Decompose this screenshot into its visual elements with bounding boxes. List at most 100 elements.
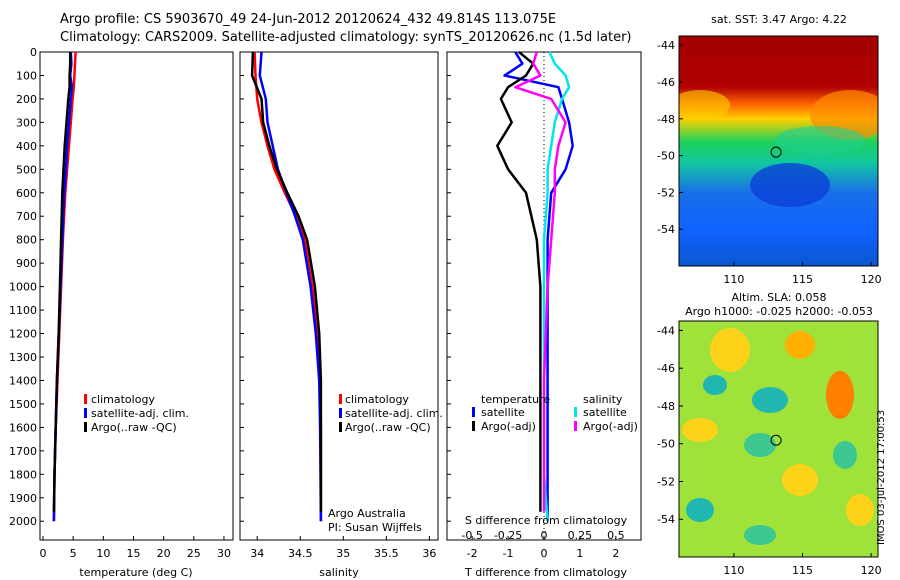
salinity-xtick-label: 34 — [250, 547, 264, 560]
sla-axes — [678, 320, 879, 558]
sst-green-patch — [775, 126, 865, 154]
sla-low-patch — [686, 498, 714, 522]
sla-high-patch — [710, 328, 750, 372]
temperature-xlabel: temperature (deg C) — [79, 566, 192, 579]
salinity-series-satellite-adj-clim- — [258, 51, 323, 522]
temperature-series-argo-raw-qc- — [52, 52, 72, 512]
sst-axes — [678, 35, 879, 267]
sla-field — [679, 321, 878, 557]
salinity-legend: climatology satellite-adj. clim. Argo(..… — [339, 393, 443, 434]
salinity-difference-tick-label: -0.5 — [461, 529, 482, 542]
legend-heading-temperature: temperature — [481, 393, 550, 406]
sst-ytick-label: -46 — [657, 76, 675, 89]
sst-ytick-label: -54 — [657, 223, 675, 236]
sla-ytick-label: -46 — [657, 362, 675, 375]
sla-high-patch — [782, 464, 818, 496]
legend-label: satellite-adj. clim. — [345, 407, 443, 420]
depth-tick-label: 600 — [16, 187, 37, 200]
depth-tick-label: 900 — [16, 257, 37, 270]
sla-argo-position-marker — [770, 434, 782, 446]
depth-tick-label: 400 — [16, 140, 37, 153]
depth-tick-label: 0 — [30, 46, 37, 59]
difference-xtick-label: 0 — [541, 547, 548, 560]
sst-xtick-label: 120 — [861, 273, 882, 286]
temperature-xtick-label: 30 — [217, 547, 231, 560]
difference-xtick-label: 1 — [576, 547, 583, 560]
sla-low-patch — [744, 525, 776, 545]
legend-swatch-s-argo — [574, 421, 577, 431]
sla-low-patch — [752, 387, 788, 413]
difference-series-s-argo-adj- — [514, 51, 567, 512]
temperature-axes — [39, 51, 234, 541]
depth-tick-label: 1400 — [9, 374, 37, 387]
depth-tick-label: 300 — [16, 116, 37, 129]
legend-swatch-s-satellite — [574, 407, 577, 417]
difference-series-t-argo-adj- — [496, 51, 542, 512]
sla-ytick-label: -50 — [657, 438, 675, 451]
sla-map-subtitle: Argo h1000: -0.025 h2000: -0.053 — [685, 305, 873, 318]
difference-xtick-label: -2 — [467, 547, 478, 560]
temperature-xtick-label: 15 — [126, 547, 140, 560]
sst-map — [678, 35, 879, 267]
legend-label: climatology — [91, 393, 155, 406]
depth-tick-label: 1200 — [9, 328, 37, 341]
temperature-xtick-label: 25 — [187, 547, 201, 560]
sst-warm-patch — [679, 90, 730, 120]
sla-ytick-label: -44 — [657, 324, 675, 337]
depth-tick-label: 1300 — [9, 351, 37, 364]
sst-ytick-label: -44 — [657, 39, 675, 52]
sla-map — [678, 320, 879, 558]
sla-low-patch — [703, 375, 727, 395]
salinity-xlabel: salinity — [319, 566, 359, 579]
sla-high-patch — [785, 331, 815, 359]
legend-label: Argo(..raw -QC) — [91, 421, 177, 434]
sla-ytick-label: -54 — [657, 513, 675, 526]
salinity-difference-tick-label: 0.5 — [607, 529, 625, 542]
salinity-difference-xlabel: S difference from climatology — [465, 514, 628, 527]
sst-cold-patch — [750, 163, 830, 207]
salinity-difference-tick-label: 0.25 — [568, 529, 593, 542]
depth-tick-label: 1800 — [9, 468, 37, 481]
sla-map-title: Altim. SLA: 0.058 — [731, 291, 826, 304]
legend-swatch-argo — [84, 422, 87, 432]
depth-tick-label: 500 — [16, 163, 37, 176]
salinity-annotation-line1: Argo Australia — [328, 507, 406, 520]
salinity-difference-tick-label: -0.25 — [494, 529, 522, 542]
salinity-xtick-label: 35 — [336, 547, 350, 560]
sla-low-patch — [744, 433, 776, 457]
sla-ytick-label: -52 — [657, 475, 675, 488]
sla-high-patch — [826, 371, 854, 419]
depth-tick-label: 1100 — [9, 304, 37, 317]
difference-legend: temperature salinity satellite Argo(-adj… — [472, 393, 638, 433]
depth-tick-label: 1000 — [9, 281, 37, 294]
sst-ytick-label: -52 — [657, 186, 675, 199]
sst-argo-position-marker — [770, 146, 782, 158]
salinity-annotation-line2: PI: Susan Wijffels — [328, 521, 422, 534]
sst-field — [679, 36, 878, 266]
figure-title-line1: Argo profile: CS 5903670_49 24-Jun-2012 … — [60, 12, 557, 27]
legend-heading-salinity: salinity — [583, 393, 623, 406]
legend-label: satellite — [481, 406, 525, 419]
salinity-difference-tick-label: 0 — [541, 529, 548, 542]
legend-swatch-satellite — [84, 408, 87, 418]
depth-tick-label: 1900 — [9, 492, 37, 505]
temperature-xtick-label: 20 — [157, 547, 171, 560]
legend-label: Argo(-adj) — [481, 420, 536, 433]
temperature-xtick-label: 5 — [70, 547, 77, 560]
sla-high-patch — [846, 494, 874, 526]
figure-title-line2: Climatology: CARS2009. Satellite-adjuste… — [60, 30, 632, 45]
depth-tick-label: 200 — [16, 93, 37, 106]
sla-xtick-label: 115 — [792, 564, 813, 577]
sla-low-patch — [833, 441, 857, 469]
legend-label: satellite-adj. clim. — [91, 407, 189, 420]
sla-xtick-label: 120 — [861, 564, 882, 577]
legend-swatch-satellite — [339, 408, 342, 418]
sst-xtick-label: 115 — [792, 273, 813, 286]
salinity-xtick-label: 36 — [422, 547, 436, 560]
depth-tick-label: 1700 — [9, 445, 37, 458]
difference-xtick-label: 2 — [612, 547, 619, 560]
legend-label: Argo(..raw -QC) — [345, 421, 431, 434]
legend-swatch-climatology — [84, 394, 87, 404]
salinity-axes — [239, 51, 439, 541]
